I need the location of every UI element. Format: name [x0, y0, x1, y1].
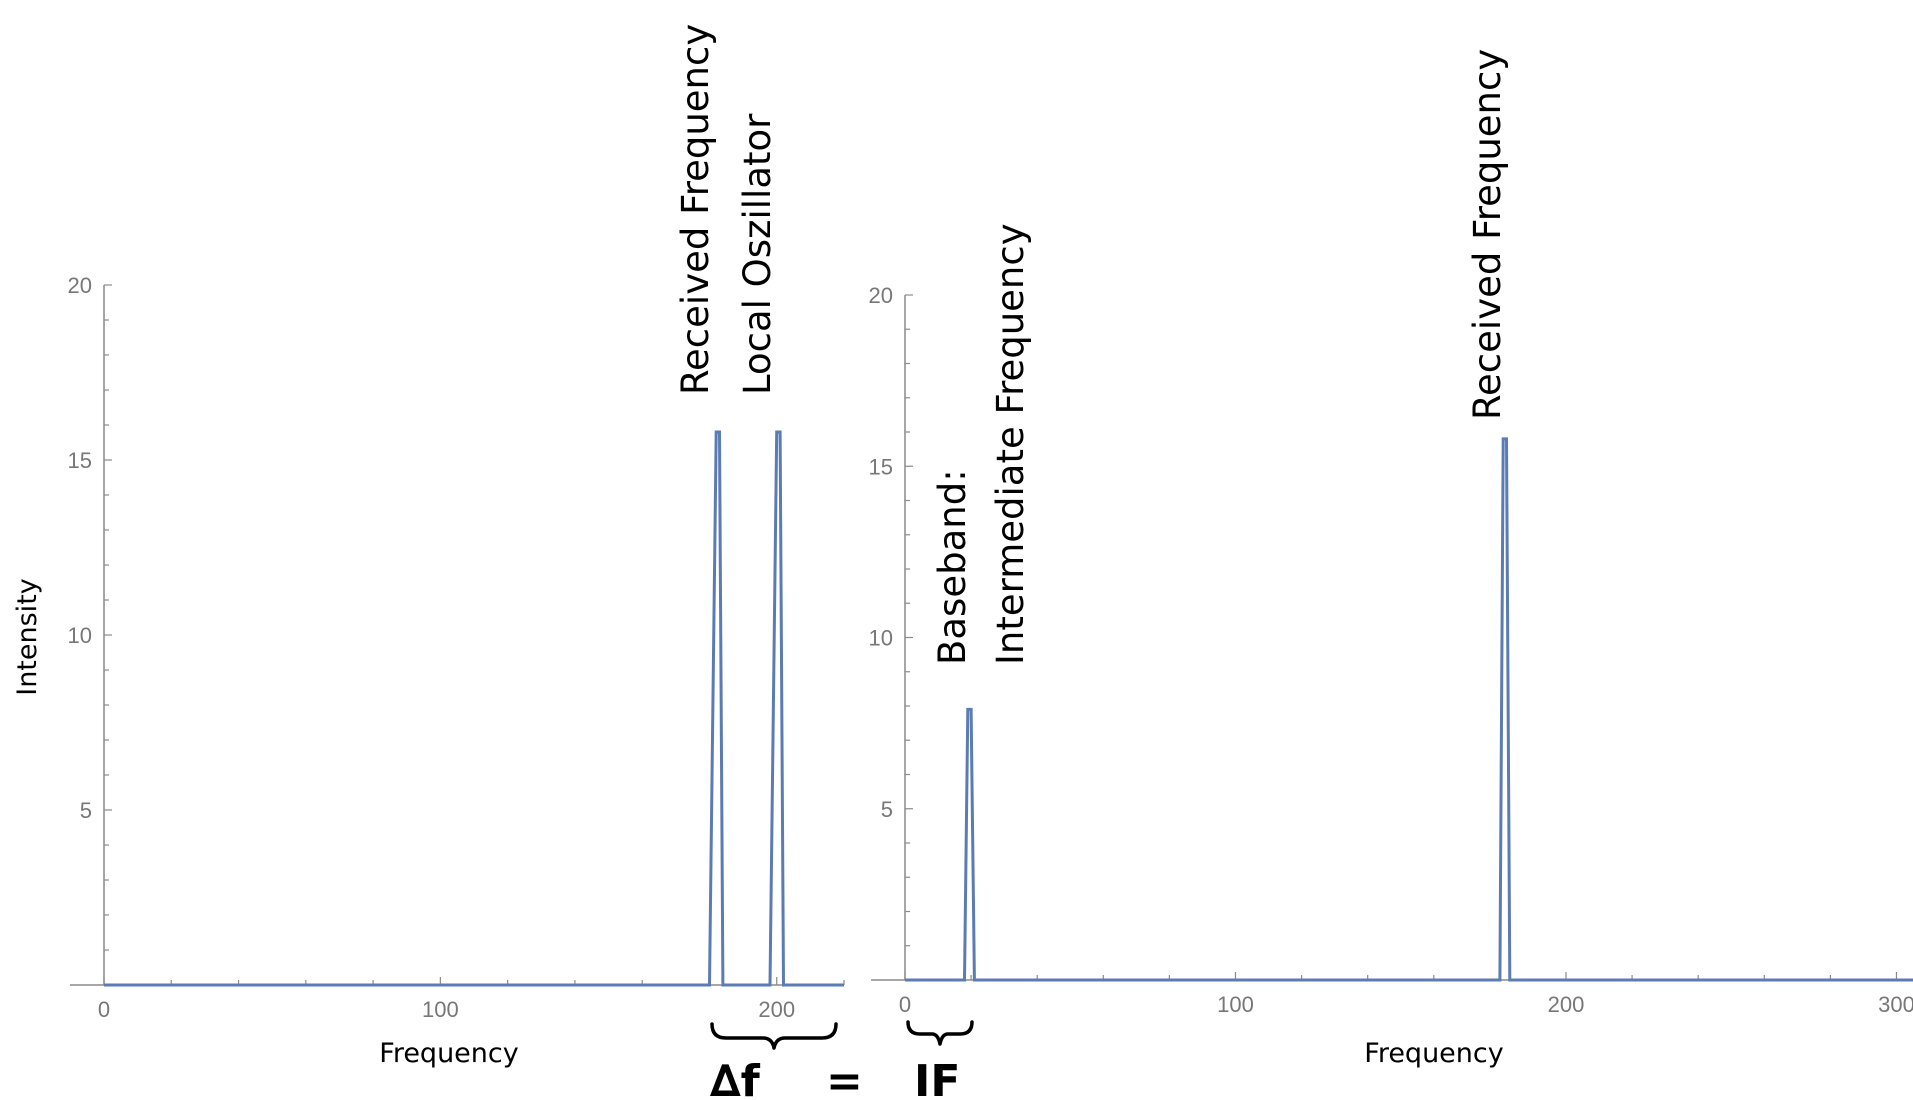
x-tick-label: 300: [1878, 992, 1913, 1017]
y-tick-label: 20: [869, 283, 893, 308]
left-chart: 0 100 200 5 10 15 20 Frequency Intensity Received…: [12, 24, 845, 1069]
x-tick-label: 200: [1548, 992, 1585, 1017]
y-tick-label: 10: [68, 623, 92, 648]
spectrum-line: [905, 437, 1913, 982]
peak-annotation: Intermediate Frequency: [989, 223, 1032, 665]
peak-annotation: Local Oszillator: [736, 113, 779, 395]
if-label: IF: [914, 1056, 960, 1100]
x-axis-title: Frequency: [1364, 1038, 1504, 1069]
peak-annotation: Received Frequency: [674, 24, 717, 395]
spectrum-line: [104, 430, 844, 987]
right-chart: 0 100 200 300 5 10 15 20 Frequency Baseband: Inter…: [869, 49, 1913, 1069]
x-tick-label: 100: [1217, 992, 1254, 1017]
delta-f-label: ∆f: [710, 1056, 761, 1100]
x-axis-title: Frequency: [379, 1038, 519, 1069]
y-tick-label: 5: [80, 798, 92, 823]
peak-annotation: Received Frequency: [1466, 49, 1509, 420]
x-tick-label: 100: [422, 997, 459, 1022]
y-tick-label: 10: [869, 626, 893, 651]
if-brace: [906, 1020, 974, 1046]
y-tick-label: 15: [869, 454, 893, 479]
x-tick-label: 0: [899, 992, 911, 1017]
y-tick-label: 20: [68, 273, 92, 298]
y-tick-label: 5: [881, 797, 893, 822]
y-axis-title: Intensity: [12, 578, 43, 696]
delta-f-brace: [710, 1022, 838, 1050]
x-tick-label: 0: [98, 997, 110, 1022]
x-tick-label: 200: [758, 997, 795, 1022]
y-tick-label: 15: [68, 448, 92, 473]
equals-sign: =: [826, 1056, 863, 1100]
peak-annotation: Baseband:: [931, 469, 974, 665]
